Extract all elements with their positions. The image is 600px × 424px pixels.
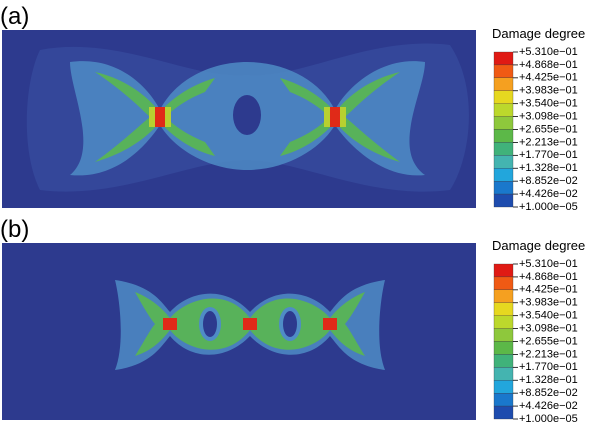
panel-label: (a) [0, 3, 29, 30]
legend-swatch [493, 51, 514, 66]
legend-level: +8.852e−02 [519, 387, 578, 399]
legend-swatch [493, 142, 514, 156]
legend-level: +3.540e−01 [519, 310, 578, 322]
legend-swatch [493, 181, 514, 195]
legend-level: +2.213e−01 [519, 136, 578, 148]
legend-level: +5.310e−01 [519, 46, 578, 58]
legend-title: Damage degree [492, 26, 585, 41]
legend-level: +1.000e−05 [519, 413, 578, 424]
legend-level: +3.540e−01 [519, 98, 578, 110]
legend-swatch [493, 289, 514, 303]
panel-label: (b) [0, 216, 29, 243]
legend-level: +1.770e−01 [519, 361, 578, 373]
legend-level: +1.328e−01 [519, 374, 578, 386]
legend-swatch [493, 315, 514, 329]
legend-level: +5.310e−01 [519, 258, 578, 270]
legend-swatch [493, 90, 514, 104]
legend-level: +4.868e−01 [519, 271, 578, 283]
legend-swatch [493, 328, 514, 342]
legend-level: +4.425e−01 [519, 284, 578, 296]
legend-swatch [493, 168, 514, 182]
legend-level: +8.852e−02 [519, 175, 578, 187]
legend-swatch [493, 77, 514, 91]
legend-swatch [493, 263, 514, 278]
legend-swatch [493, 354, 514, 368]
legend-title: Damage degree [492, 238, 585, 253]
legend-swatch [493, 116, 514, 130]
legend-swatch [493, 367, 514, 381]
legend-swatch [493, 302, 514, 316]
legend-level: +3.983e−01 [519, 85, 578, 97]
contour-plot [2, 243, 476, 420]
legend-swatch [493, 341, 514, 355]
legend-level: +2.655e−01 [519, 335, 578, 347]
legend-swatch [493, 193, 514, 208]
legend-swatch [493, 155, 514, 169]
legend-level: +1.770e−01 [519, 149, 578, 161]
legend-level: +4.425e−01 [519, 72, 578, 84]
legend-swatch [493, 103, 514, 117]
legend-swatch [493, 64, 514, 78]
legend-level: +1.328e−01 [519, 162, 578, 174]
legend-swatch [493, 405, 514, 420]
contour-plot [2, 30, 476, 208]
legend-level: +3.983e−01 [519, 297, 578, 309]
legend-swatch [493, 129, 514, 143]
legend-level: +4.426e−02 [519, 188, 578, 200]
legend-level: +2.655e−01 [519, 123, 578, 135]
legend-level: +1.000e−05 [519, 201, 578, 213]
legend-swatch [493, 276, 514, 290]
legend-swatch [493, 393, 514, 407]
legend-level: +4.426e−02 [519, 400, 578, 412]
legend-level: +4.868e−01 [519, 59, 578, 71]
legend-level: +2.213e−01 [519, 348, 578, 360]
legend-swatch [493, 380, 514, 394]
legend-level: +3.098e−01 [519, 110, 578, 122]
legend-level: +3.098e−01 [519, 322, 578, 334]
